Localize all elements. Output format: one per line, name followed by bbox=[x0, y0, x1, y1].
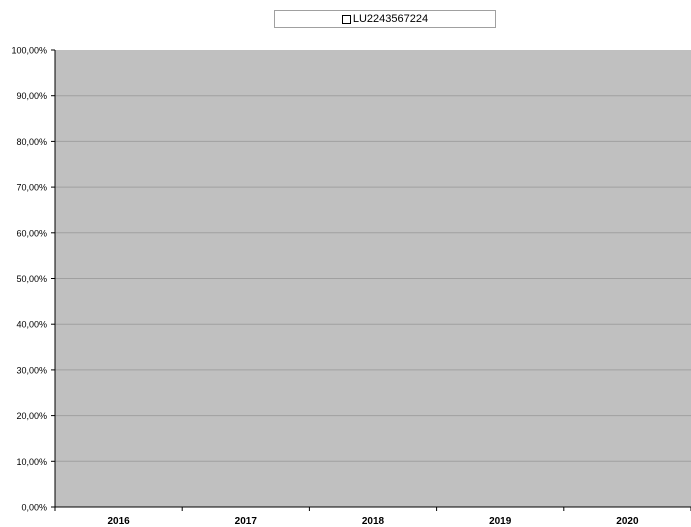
x-tick-label: 2018 bbox=[362, 516, 385, 527]
y-tick-label: 100,00% bbox=[11, 46, 47, 56]
y-tick-label: 60,00% bbox=[16, 228, 47, 238]
y-tick-label: 90,00% bbox=[16, 91, 47, 101]
y-tick-label: 0,00% bbox=[21, 503, 47, 513]
y-tick-label: 30,00% bbox=[16, 365, 47, 375]
y-axis-ticks: 0,00% 10,00% 20,00% 30,00% 40,00% 50,00% 60,00… bbox=[11, 46, 55, 513]
x-tick-label: 2016 bbox=[107, 516, 130, 527]
y-tick-label: 20,00% bbox=[16, 411, 47, 421]
y-tick-label: 40,00% bbox=[16, 320, 47, 330]
x-tick-label: 2017 bbox=[235, 516, 258, 527]
legend: LU2243567224 bbox=[274, 10, 496, 28]
legend-entry-label: LU2243567224 bbox=[352, 13, 429, 25]
x-tick-label: 2020 bbox=[616, 516, 639, 527]
legend-swatch-icon bbox=[341, 14, 351, 24]
y-tick-label: 50,00% bbox=[16, 274, 47, 284]
x-axis-ticks: 2016 2017 2018 2019 2020 bbox=[54, 507, 691, 527]
y-tick-label: 70,00% bbox=[16, 183, 47, 193]
x-tick-label: 2019 bbox=[489, 516, 512, 527]
gridlines bbox=[55, 95, 691, 462]
y-tick-label: 80,00% bbox=[16, 137, 47, 147]
y-tick-label: 10,00% bbox=[16, 457, 47, 467]
